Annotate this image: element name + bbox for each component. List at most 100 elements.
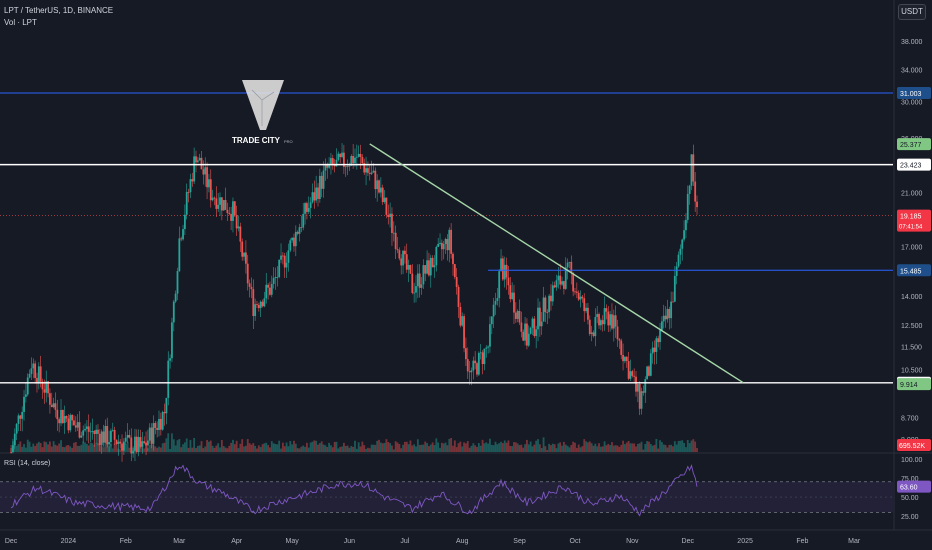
candle-body [476, 363, 478, 375]
candle-body [533, 318, 536, 337]
volume-bar [583, 439, 586, 452]
rsi-line [10, 464, 698, 517]
volume-bar [640, 441, 643, 452]
candle-body [98, 433, 101, 446]
volume-bar [540, 448, 543, 452]
candle-body [428, 260, 430, 276]
candle-body [394, 232, 397, 250]
candle-body [115, 439, 118, 444]
volume-bar [17, 444, 20, 452]
volume-bar [47, 444, 49, 452]
volume-bar [468, 447, 471, 452]
candle-body [169, 358, 171, 361]
volume-bar [330, 445, 332, 452]
volume-bar [605, 445, 608, 452]
candle-body [200, 157, 203, 170]
volume-bar [402, 444, 404, 452]
candle-body [126, 434, 129, 438]
volume-bar [110, 443, 112, 452]
candle-body [309, 202, 312, 208]
symbol-title: LPT / TetherUS, 1D, BINANCE [4, 6, 114, 15]
candle-body [672, 301, 674, 303]
volume-bar [633, 443, 636, 452]
volume-bar [533, 444, 536, 452]
volume-bar [348, 447, 351, 452]
price-tick-label: 10.500 [901, 367, 923, 374]
price-tag-label-low: 9.914 [900, 382, 918, 389]
candle-body [335, 159, 338, 167]
candle-body [28, 373, 31, 378]
volume-bar [452, 445, 454, 452]
candle-body [614, 315, 617, 327]
volume-bar [158, 446, 160, 452]
volume-bar [152, 444, 155, 452]
volume-bar [662, 444, 665, 452]
price-tick-label: 21.000 [901, 191, 923, 198]
volume-bar [294, 443, 297, 452]
candle-body [509, 285, 512, 300]
currency-button[interactable]: USDT [898, 4, 926, 20]
volume-bar [463, 442, 465, 452]
candle-body [481, 352, 484, 365]
volume-bar [154, 446, 157, 452]
candle-body [496, 298, 499, 301]
price-tag-high [897, 138, 931, 151]
volume-bar [141, 444, 144, 452]
candle-body [324, 164, 327, 171]
volume-bar [379, 442, 382, 452]
candle-body [228, 213, 231, 215]
volume-bar [624, 444, 626, 452]
trend-line [369, 143, 744, 384]
price-tick-label: 11.500 [901, 344, 922, 351]
candle-body [291, 237, 294, 241]
volume-bar [215, 445, 218, 452]
candle-body [418, 273, 421, 288]
candle-body [278, 259, 281, 278]
candle-body [117, 441, 120, 444]
volume-bar [485, 442, 488, 452]
candle-body [529, 327, 532, 334]
rsi-value-label: 63.60 [900, 485, 918, 492]
volume-bar [598, 443, 600, 452]
candle-body [590, 332, 593, 335]
candle-body [58, 419, 61, 424]
candle-body [453, 264, 456, 278]
candle-body [270, 283, 273, 295]
volume-bar [300, 446, 303, 452]
volume-bar [84, 442, 86, 452]
candle-body [172, 301, 175, 323]
candle-body [213, 197, 216, 199]
candle-body [501, 258, 504, 280]
volume-bar [609, 445, 612, 452]
candle-body [659, 330, 661, 343]
candle-body [158, 418, 160, 430]
candle-body [605, 308, 608, 312]
candle-body [526, 323, 528, 346]
volume-bar [416, 439, 419, 452]
volume-bar [592, 445, 595, 452]
candle-body [415, 286, 417, 293]
volume-bar [233, 444, 236, 452]
volume-bar [579, 447, 582, 452]
candle-body [193, 156, 196, 182]
volume-bar [174, 445, 177, 452]
volume-bar [668, 444, 671, 452]
volume-bar [28, 441, 31, 452]
volume-bar [424, 441, 427, 452]
volume-bar [657, 448, 660, 452]
volume-bar [270, 441, 273, 452]
volume-bar [563, 441, 565, 452]
volume-bar [259, 447, 262, 452]
candle-body [80, 435, 83, 438]
volume-bar [553, 444, 556, 452]
volume-bar [363, 445, 366, 452]
candle-body [465, 348, 467, 360]
candle-body [638, 384, 641, 409]
volume-bar [392, 449, 395, 452]
time-tick-label: Feb [120, 538, 132, 545]
candle-body [134, 436, 136, 451]
candle-body [171, 322, 173, 359]
candle-body [12, 445, 14, 453]
candle-body [409, 264, 412, 274]
